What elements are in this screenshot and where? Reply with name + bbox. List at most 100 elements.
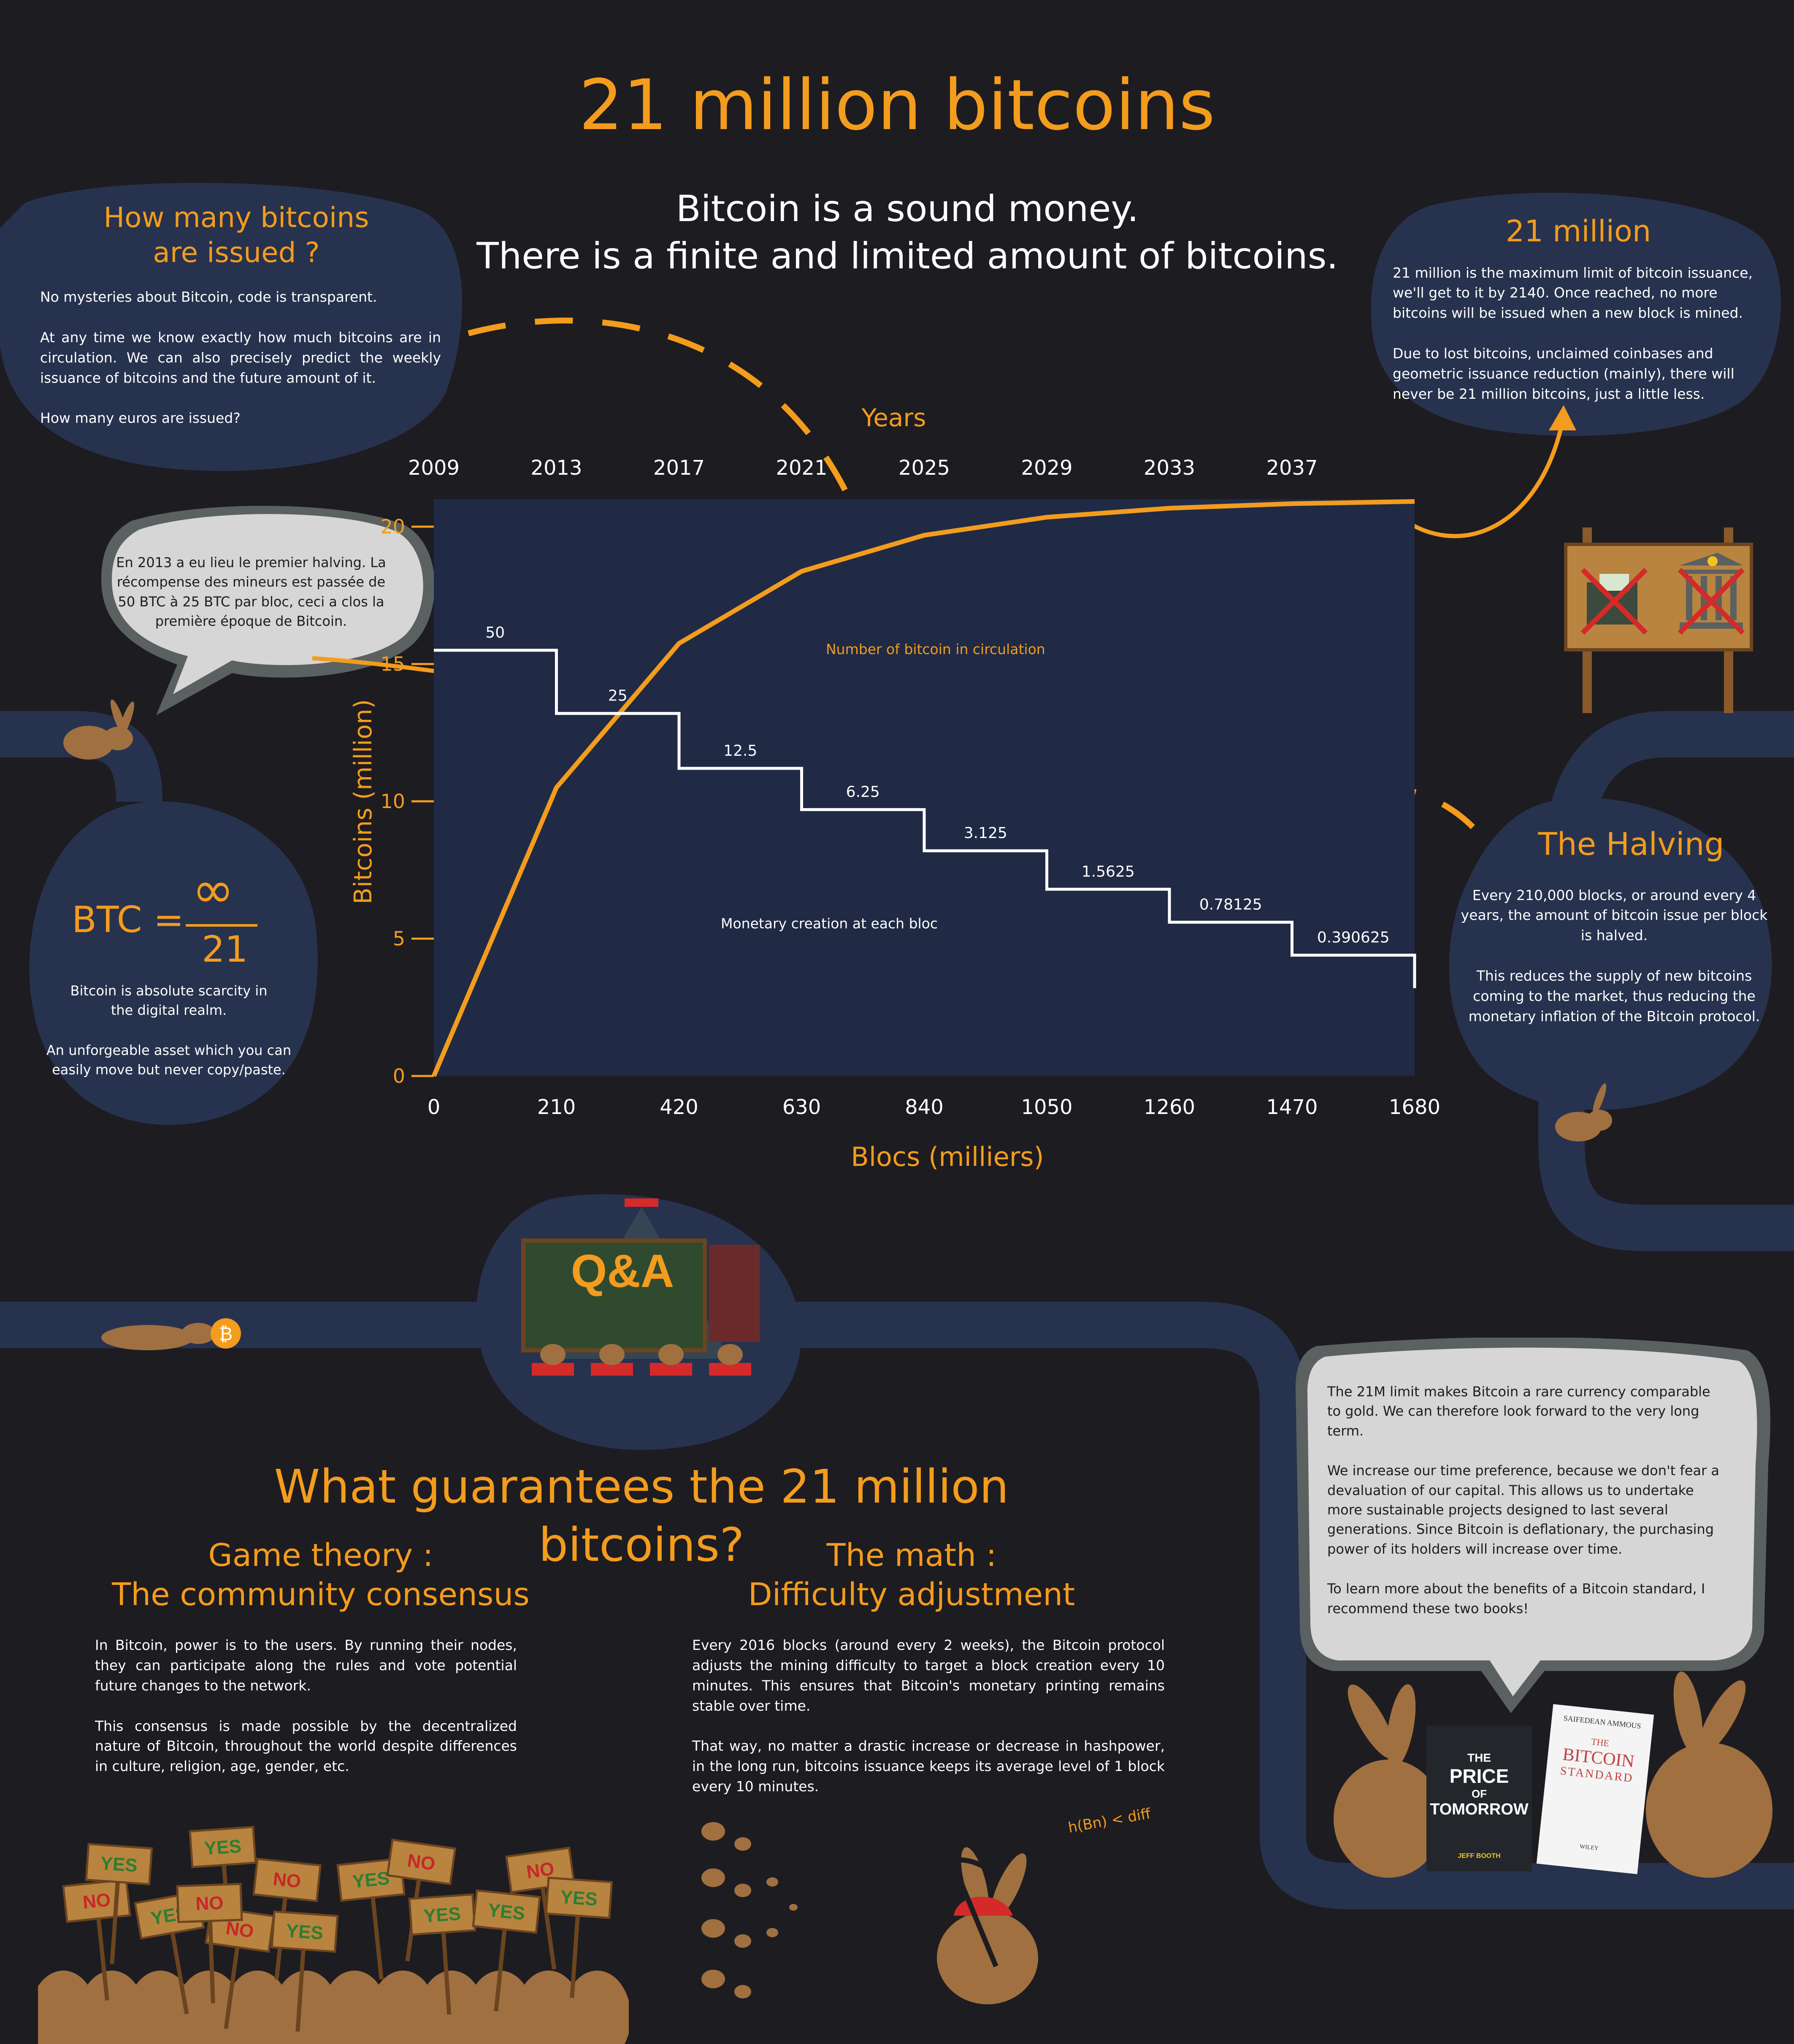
million-bubble-shape [1371, 192, 1781, 436]
subtitle-line-2: There is a finite and limited amount of … [476, 235, 1338, 277]
books-bubble-text: The 21M limit makes Bitcoin a rare curre… [1327, 1382, 1728, 1638]
arrow-curve-to-million [1395, 425, 1564, 538]
game-theory-text: In Bitcoin, power is to the users. By ru… [95, 1635, 517, 1797]
million-p1: 21 million is the maximum limit of bitco… [1393, 264, 1753, 322]
chalkboard [521, 1238, 707, 1352]
series-label-circulation: Number of bitcoin in circulation [826, 641, 1045, 657]
year-tick-label: 2037 [1266, 456, 1318, 480]
book1-title-3: OF [1471, 1787, 1487, 1800]
books-speech-bubble-shape [1296, 1338, 1770, 1713]
vote-sign-label: NO [272, 1868, 302, 1892]
math-heading: The math : Difficulty adjustment [748, 1537, 1075, 1613]
book2-publisher: WILEY [1579, 1843, 1599, 1852]
rabbit-running-bitcoin-icon: ₿ [101, 1318, 241, 1350]
book1-title-2: PRICE [1449, 1765, 1509, 1787]
issued-section: How many bitcoins are issued ? No myster… [40, 200, 441, 449]
books-p3: To learn more about the benefits of a Bi… [1327, 1581, 1705, 1617]
vote-sign-label: NO [406, 1850, 436, 1875]
bank-icon [1680, 553, 1743, 629]
year-tick-label: 2017 [653, 456, 705, 480]
mining-rabbits [701, 1822, 1038, 2004]
halving-p2: This reduces the supply of new bitcoins … [1468, 968, 1760, 1025]
bookshelf-icon [709, 1245, 760, 1342]
x-tick-label: 1050 [1021, 1095, 1072, 1119]
book-price-of-tomorrow: THE PRICE OF TOMORROW JEFF BOOTH [1426, 1726, 1532, 1871]
x-tick-label: 1470 [1266, 1095, 1318, 1119]
btc-formula-text: Bitcoin is absolute scarcity in the digi… [42, 981, 295, 1100]
halving-section: The Halving Every 210,000 blocks, or aro… [1458, 825, 1770, 1047]
qa-label: Q&A [571, 1245, 674, 1297]
million-heading: 21 million [1505, 214, 1651, 249]
btc-formula-lhs: BTC = [72, 899, 184, 941]
vote-sign: YES [472, 1889, 541, 2012]
step-value-label: 1.5625 [1082, 863, 1135, 880]
vote-sign: NO [176, 1883, 243, 2003]
chart-plot-area [434, 499, 1415, 1076]
million-section: 21 million 21 million is the maximum lim… [1393, 213, 1764, 424]
issued-heading: How many bitcoins are issued ? [103, 201, 369, 269]
halving-speech-text: En 2013 a eu lieu le premier halving. La… [116, 554, 386, 630]
vote-sign: YES [545, 1876, 613, 1998]
issued-p3: How many euros are issued? [40, 410, 241, 427]
y-tick-label: 15 [380, 653, 405, 676]
arrowhead-million [1549, 405, 1576, 430]
step-value-label: 12.5 [723, 742, 757, 760]
vote-sign-label: YES [487, 1900, 526, 1924]
large-miner-rabbit-icon [937, 1912, 1038, 2004]
series-label-monetary: Monetary creation at each bloc [721, 915, 938, 932]
math-p2: That way, no matter a drastic increase o… [692, 1738, 1165, 1795]
bitcoin-coin-symbol: ₿ [219, 1323, 233, 1345]
book1-title-1: THE [1467, 1751, 1491, 1764]
qa-classroom: Q&A [476, 1194, 801, 1450]
x-tick-label: 420 [660, 1095, 698, 1119]
guarantees-heading: What guarantees the 21 million bitcoins? [274, 1460, 1009, 1572]
issued-p1: No mysteries about Bitcoin, code is tran… [40, 289, 377, 305]
step-value-label: 25 [608, 687, 628, 705]
x-tick-label: 630 [782, 1095, 821, 1119]
year-tick-label: 2013 [530, 456, 582, 480]
pickaxe-icon [927, 1857, 998, 1968]
vote-sign-label: NO [195, 1893, 224, 1914]
page-subtitle: Bitcoin is a sound money. There is a fin… [422, 186, 1393, 280]
vote-sign-label: YES [285, 1920, 324, 1944]
halving-p1: Every 210,000 blocks, or around every 4 … [1461, 887, 1768, 944]
subtitle-line-1: Bitcoin is a sound money. [676, 188, 1139, 230]
chart-top-axis-label: Years [861, 403, 926, 432]
vote-sign: NO [62, 1878, 131, 2001]
step-value-label: 50 [485, 624, 505, 641]
rabbit-halving-icon [1555, 1083, 1612, 1141]
red-cross-icon [1580, 568, 1745, 635]
book-bitcoin-standard: SAIFEDEAN AMMOUS THE BITCOIN STANDARD WI… [1536, 1704, 1654, 1874]
x-tick-label: 1680 [1389, 1095, 1440, 1119]
year-tick-label: 2021 [776, 456, 827, 480]
math-p1: Every 2016 blocks (around every 2 weeks)… [692, 1637, 1165, 1714]
x-tick-label: 1260 [1144, 1095, 1195, 1119]
chart-x-axis-label: Blocs (milliers) [851, 1141, 1044, 1172]
y-tick-label: 20 [380, 515, 405, 538]
crossed-money-sign [1564, 527, 1753, 713]
step-value-label: 0.390625 [1317, 929, 1390, 946]
page-title: 21 million bitcoins [579, 65, 1215, 146]
supply-line [431, 499, 1415, 1077]
game-theory-p2: This consensus is made possible by the d… [95, 1717, 517, 1775]
crowd-rabbit-icon [563, 1971, 629, 2044]
step-value-label: 0.78125 [1199, 896, 1262, 913]
formula-fraction-line [186, 924, 257, 927]
dashed-arrow-top [468, 317, 860, 516]
halving-heading: The Halving [1538, 826, 1724, 862]
issuance-step-line [434, 649, 1416, 988]
chart-y-axis-label: Bitcoins (million) [349, 699, 377, 904]
vote-sign: YES [271, 1910, 339, 2032]
book1-title-4: TOMORROW [1430, 1801, 1529, 1818]
halving-text: Every 210,000 blocks, or around every 4 … [1458, 885, 1770, 1027]
books-p1: The 21M limit makes Bitcoin a rare curre… [1327, 1384, 1710, 1439]
vote-sign: YES [408, 1893, 476, 2015]
vote-sign-label: NO [82, 1890, 112, 1913]
infinity-symbol: ∞ [192, 861, 234, 919]
issued-bubble-shape [0, 183, 463, 471]
book1-author: JEFF BOOTH [1458, 1852, 1501, 1860]
y-tick-label: 10 [380, 790, 405, 813]
bitcoin-coin-icon [211, 1318, 241, 1349]
